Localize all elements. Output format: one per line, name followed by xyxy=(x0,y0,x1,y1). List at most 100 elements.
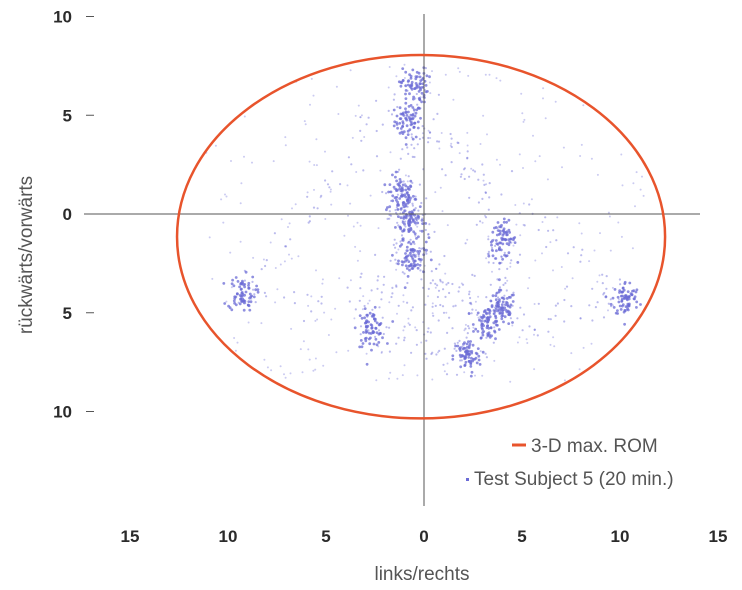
scatter-point xyxy=(607,302,610,305)
scatter-point xyxy=(313,164,316,166)
scatter-point xyxy=(334,307,337,310)
scatter-point xyxy=(407,317,410,320)
scatter-point xyxy=(496,227,499,230)
scatter-point xyxy=(415,219,418,222)
scatter-point xyxy=(509,317,512,320)
scatter-point xyxy=(244,290,248,294)
scatter-point xyxy=(233,301,237,305)
scatter-point xyxy=(418,98,422,102)
scatter-point xyxy=(416,221,420,225)
scatter-point xyxy=(512,244,515,247)
scatter-point xyxy=(415,329,418,332)
scatter-point xyxy=(481,221,484,224)
scatter-point xyxy=(466,150,469,153)
x-tick-label: 5 xyxy=(321,527,330,546)
scatter-point xyxy=(366,315,369,318)
scatter-point xyxy=(463,329,466,332)
scatter-point xyxy=(599,232,601,235)
scatter-point xyxy=(375,155,379,158)
scatter-point xyxy=(413,221,417,225)
scatter-point xyxy=(511,321,514,324)
scatter-point xyxy=(463,371,466,374)
scatter-point xyxy=(400,192,403,195)
scatter-point xyxy=(418,75,422,79)
scatter-point xyxy=(429,137,432,139)
scatter-point xyxy=(547,229,550,232)
scatter-point xyxy=(500,193,503,196)
scatter-point xyxy=(401,237,404,240)
scatter-point xyxy=(313,188,315,191)
scatter-point xyxy=(553,345,556,348)
x-tick-label: 10 xyxy=(611,527,630,546)
scatter-point xyxy=(495,249,498,253)
scatter-point xyxy=(424,303,427,306)
scatter-point xyxy=(405,198,408,201)
scatter-point xyxy=(283,296,286,299)
scatter-point xyxy=(481,318,484,321)
scatter-point xyxy=(628,305,631,308)
scatter-point xyxy=(420,258,423,261)
scatter-point xyxy=(441,168,444,171)
scatter-point xyxy=(414,234,417,237)
scatter-point xyxy=(409,86,413,90)
scatter-point xyxy=(410,196,413,199)
scatter-point xyxy=(487,208,490,211)
scatter-point xyxy=(502,283,505,286)
scatter-point xyxy=(418,137,421,141)
scatter-point xyxy=(482,179,485,182)
scatter-point xyxy=(362,169,365,172)
scatter-point xyxy=(402,130,406,134)
scatter-point xyxy=(401,239,405,242)
scatter-point xyxy=(397,336,400,339)
scatter-point xyxy=(455,349,458,352)
scatter-point xyxy=(233,337,236,339)
scatter-point xyxy=(330,318,333,321)
scatter-point xyxy=(372,342,376,346)
scatter-point xyxy=(430,270,433,273)
scatter-point xyxy=(494,239,498,242)
scatter-point xyxy=(343,234,346,237)
scatter-point xyxy=(475,361,479,365)
scatter-point xyxy=(421,222,424,226)
scatter-point xyxy=(288,253,290,256)
scatter-point xyxy=(481,197,484,200)
scatter-point xyxy=(429,282,432,285)
scatter-point xyxy=(364,339,368,343)
scatter-points xyxy=(205,63,645,383)
scatter-point xyxy=(411,220,415,223)
scatter-point xyxy=(479,143,482,145)
scatter-point xyxy=(485,296,488,299)
scatter-point xyxy=(390,295,393,299)
scatter-point xyxy=(293,302,296,305)
scatter-point xyxy=(465,345,469,349)
scatter-point xyxy=(546,178,549,181)
scatter-point xyxy=(359,287,362,290)
scatter-point xyxy=(320,295,323,298)
scatter-point xyxy=(507,251,511,255)
scatter-point xyxy=(359,116,362,119)
scatter-point xyxy=(469,296,472,300)
scatter-point xyxy=(534,160,537,163)
scatter-point xyxy=(270,369,273,372)
scatter-point xyxy=(498,261,502,265)
scatter-point xyxy=(431,305,434,308)
scatter-point xyxy=(482,173,485,176)
scatter-point xyxy=(487,254,491,258)
scatter-point xyxy=(363,136,366,138)
scatter-point xyxy=(375,379,378,382)
scatter-point xyxy=(498,311,502,314)
scatter-point xyxy=(579,155,582,157)
scatter-point xyxy=(516,317,519,320)
scatter-point xyxy=(403,209,407,213)
scatter-point xyxy=(464,360,468,364)
scatter-point xyxy=(487,238,490,241)
scatter-point xyxy=(626,290,630,293)
scatter-point xyxy=(482,114,485,117)
scatter-point xyxy=(401,188,405,192)
scatter-point xyxy=(408,200,411,204)
scatter-point xyxy=(263,358,266,361)
scatter-point xyxy=(410,133,413,136)
scatter-point xyxy=(435,267,438,270)
scatter-point xyxy=(416,374,419,377)
scatter-point xyxy=(623,280,627,284)
